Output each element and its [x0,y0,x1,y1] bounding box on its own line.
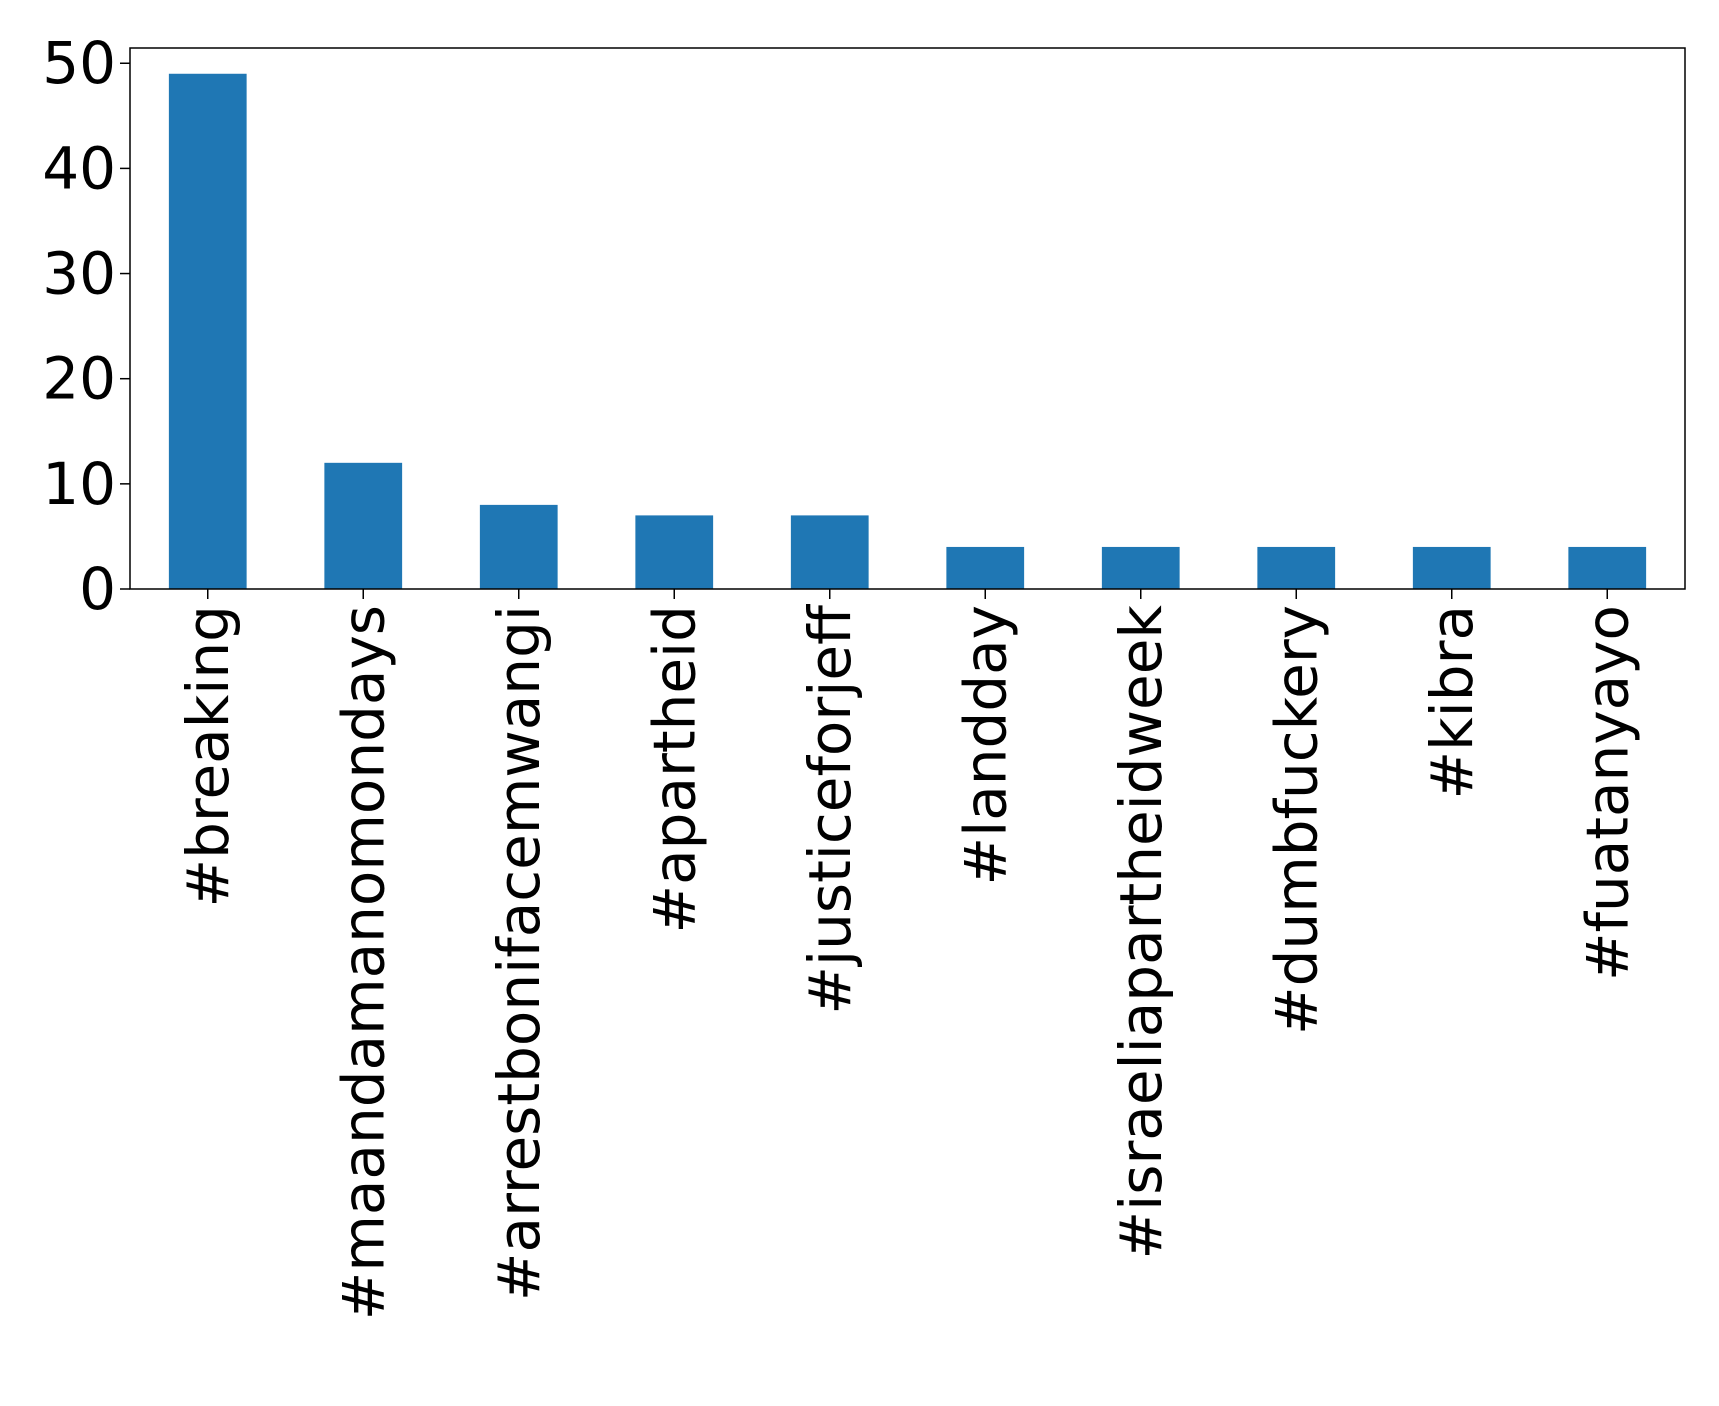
x-tick-label: #israeliapartheidweek [1107,605,1175,1260]
bar [1257,546,1336,589]
x-tick-label: #landday [951,605,1019,886]
x-tick-label: #fuatanyayo [1573,605,1641,981]
y-tick-label: 20 [42,345,116,413]
bar [790,515,869,589]
y-tick-label: 0 [79,555,116,623]
y-axis: 0 10 20 30 40 50 [42,29,130,623]
x-tick-label: #kibra [1418,605,1486,800]
y-tick-label: 30 [42,240,116,308]
y-tick-label: 50 [42,29,116,97]
bar [479,504,558,589]
bar [946,546,1025,589]
x-tick-label: #maandamanomondays [329,605,397,1320]
plot-frame [129,47,1686,590]
x-tick-label: #dumbfuckery [1262,605,1330,1035]
bar [1412,546,1491,589]
x-tick-label: #justiceforjeff [796,603,864,1015]
y-tick-label: 10 [42,450,116,518]
x-tick-label: #breaking [174,605,242,908]
x-tick-label: #apartheid [640,605,708,933]
x-axis: #breaking #maandamanomondays #arrestbonifa… [174,589,1641,1320]
bar [324,462,403,589]
bars-layer [168,73,1647,589]
x-tick-label: #arrestbonifacemwangi [485,605,553,1301]
bar [1101,546,1180,589]
y-tick-label: 40 [42,134,116,202]
bar [168,73,247,589]
bar [635,515,714,589]
bar [1568,546,1647,589]
